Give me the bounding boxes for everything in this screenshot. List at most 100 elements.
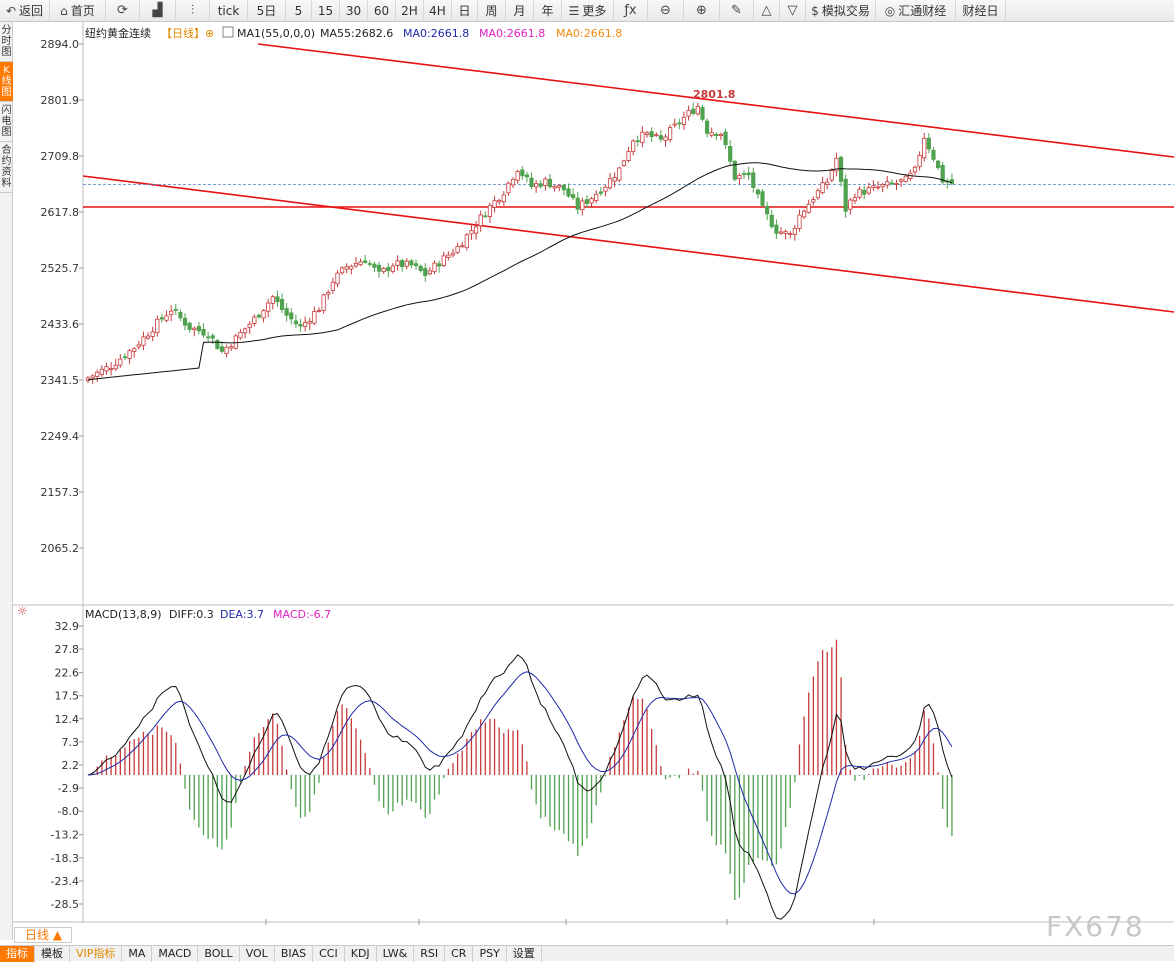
candle-body [132,348,137,352]
price-tick-label: 2709.8 [41,150,80,163]
indicator-tab-8[interactable]: CCI [313,945,345,962]
toolbar-item-25[interactable]: ◎ 汇通财经 [876,0,956,21]
candle-body [432,262,437,273]
toolbar-item-22[interactable]: △ [754,0,780,21]
price-tick-label: 2801.9 [41,94,80,107]
candle-body [497,200,502,203]
toolbar-item-9[interactable]: 30 [340,0,368,21]
candle-body [270,296,275,304]
toolbar-item-11[interactable]: 2H [396,0,424,21]
candle-body [279,299,285,310]
candle-body [529,177,534,188]
candle-body [164,315,169,321]
dollar-icon: $ [811,3,819,18]
toolbar-item-13[interactable]: 日 [452,0,478,21]
toolbar-item-15[interactable]: 月 [506,0,534,21]
candle-body [413,263,419,267]
candle-body [580,200,585,211]
macd-tick-label: 32.9 [55,620,80,633]
toolbar-item-2[interactable]: ⟳ [106,0,140,21]
toolbar-label: 5日 [256,4,277,18]
candle-body [751,172,756,188]
candle-body [169,310,174,315]
toolbar-item-12[interactable]: 4H [424,0,452,21]
indicator-tab-1[interactable]: 模板 [35,945,70,962]
chart-type-icon [222,26,234,38]
candle-body [275,296,280,303]
candle-body [598,191,603,194]
toolbar-item-16[interactable]: 年 [534,0,562,21]
indicator-tab-10[interactable]: LW& [377,945,415,962]
macd-settings-icon: ☼ [17,604,28,618]
indicator-tab-0[interactable]: 指标 [0,945,35,962]
indicator-tab-2[interactable]: VIP指标 [70,945,123,962]
toolbar-item-7[interactable]: 5 [286,0,312,21]
toolbar-label: 汇通财经 [898,4,947,18]
side-tab-0[interactable]: 分时图 [0,22,13,62]
toolbar-item-5[interactable]: tick [210,0,248,21]
side-tab-3[interactable]: 合约资料 [0,142,13,193]
candle-body [247,323,252,329]
toolbar-item-6[interactable]: 5日 [248,0,286,21]
toolbar-item-0[interactable]: ↶ 返回 [0,0,50,21]
toolbar-item-4[interactable]: ⫶ [176,0,210,21]
toolbar-item-8[interactable]: 15 [312,0,340,21]
candle-body [769,214,774,228]
indicator-tab-9[interactable]: KDJ [345,945,377,962]
candle-body [922,137,927,159]
toolbar-item-3[interactable]: ▟ [140,0,176,21]
candle-body [395,260,400,266]
chart-area[interactable]: 2894.0 2801.9 2709.8 2617.8 2525.7 2433.6 2341… [13,22,1174,927]
indicator-tab-3[interactable]: MA [122,945,153,962]
toolbar-item-10[interactable]: 60 [368,0,396,21]
candle-body [732,160,737,180]
side-tab-2[interactable]: 闪电图 [0,102,13,142]
macd-legend-name: MACD(13,8,9) [85,608,162,621]
toolbar-item-18[interactable]: ƒx [614,0,648,21]
toolbar: ↶ 返回 ⌂ 首页 ⟳ ▟ ⫶ tick 5日 5 15 30 60 2H 4H 日周月年 ☰ 更多 ƒx ⊖ ⊕ ✎ △ ▽… [0,0,1174,22]
candle-body [617,167,622,181]
legend-period: 【日线】 [161,26,205,40]
indicator-tab-13[interactable]: PSY [473,945,507,962]
indicator-tab-14[interactable]: 设置 [507,945,542,962]
candle-body [524,174,530,178]
indicator-tab-4[interactable]: MACD [152,945,199,962]
toolbar-item-19[interactable]: ⊖ [648,0,684,21]
period-selector[interactable]: 日线 ▲ [14,927,72,943]
candle-body [931,149,936,160]
toolbar-item-26[interactable]: 财经日 [956,0,1006,21]
toolbar-item-17[interactable]: ☰ 更多 [562,0,614,21]
candle-body [298,323,303,327]
candle-body [718,133,724,136]
macd-tick-label: -13.2 [51,829,79,842]
macd-tick-label: 12.4 [55,713,80,726]
candlestick-icon: ⫶ [190,3,195,18]
candle-body [159,317,165,320]
side-tab-1[interactable]: K线图 [0,62,13,102]
toolbar-item-21[interactable]: ✎ [720,0,754,21]
toolbar-item-20[interactable]: ⊕ [684,0,720,21]
candle-body [224,346,229,354]
candle-body [437,263,442,267]
indicator-tab-11[interactable]: RSI [414,945,446,962]
indicator-tab-5[interactable]: BOLL [198,945,240,962]
indicator-tab-7[interactable]: BIAS [275,945,314,962]
candle-body [899,179,904,182]
candle-body [238,332,243,339]
toolbar-item-14[interactable]: 周 [478,0,506,21]
candle-body [912,166,918,173]
toolbar-item-1[interactable]: ⌂ 首页 [50,0,106,21]
legend-symbol: 纽约黄金连续 [85,26,151,40]
candle-body [857,188,862,198]
indicator-tab-12[interactable]: CR [445,945,474,962]
macd-tick-label: 17.5 [55,690,80,703]
candle-body [450,252,456,256]
candle-body [668,127,673,140]
indicator-tab-6[interactable]: VOL [240,945,275,962]
candle-body [691,108,696,114]
legend-ma0-c: MA0:2661.8 [556,27,622,40]
toolbar-item-24[interactable]: $ 模拟交易 [806,0,876,21]
price-tick-label: 2894.0 [41,38,80,51]
toolbar-item-23[interactable]: ▽ [780,0,806,21]
toolbar-label: 首页 [70,4,95,18]
